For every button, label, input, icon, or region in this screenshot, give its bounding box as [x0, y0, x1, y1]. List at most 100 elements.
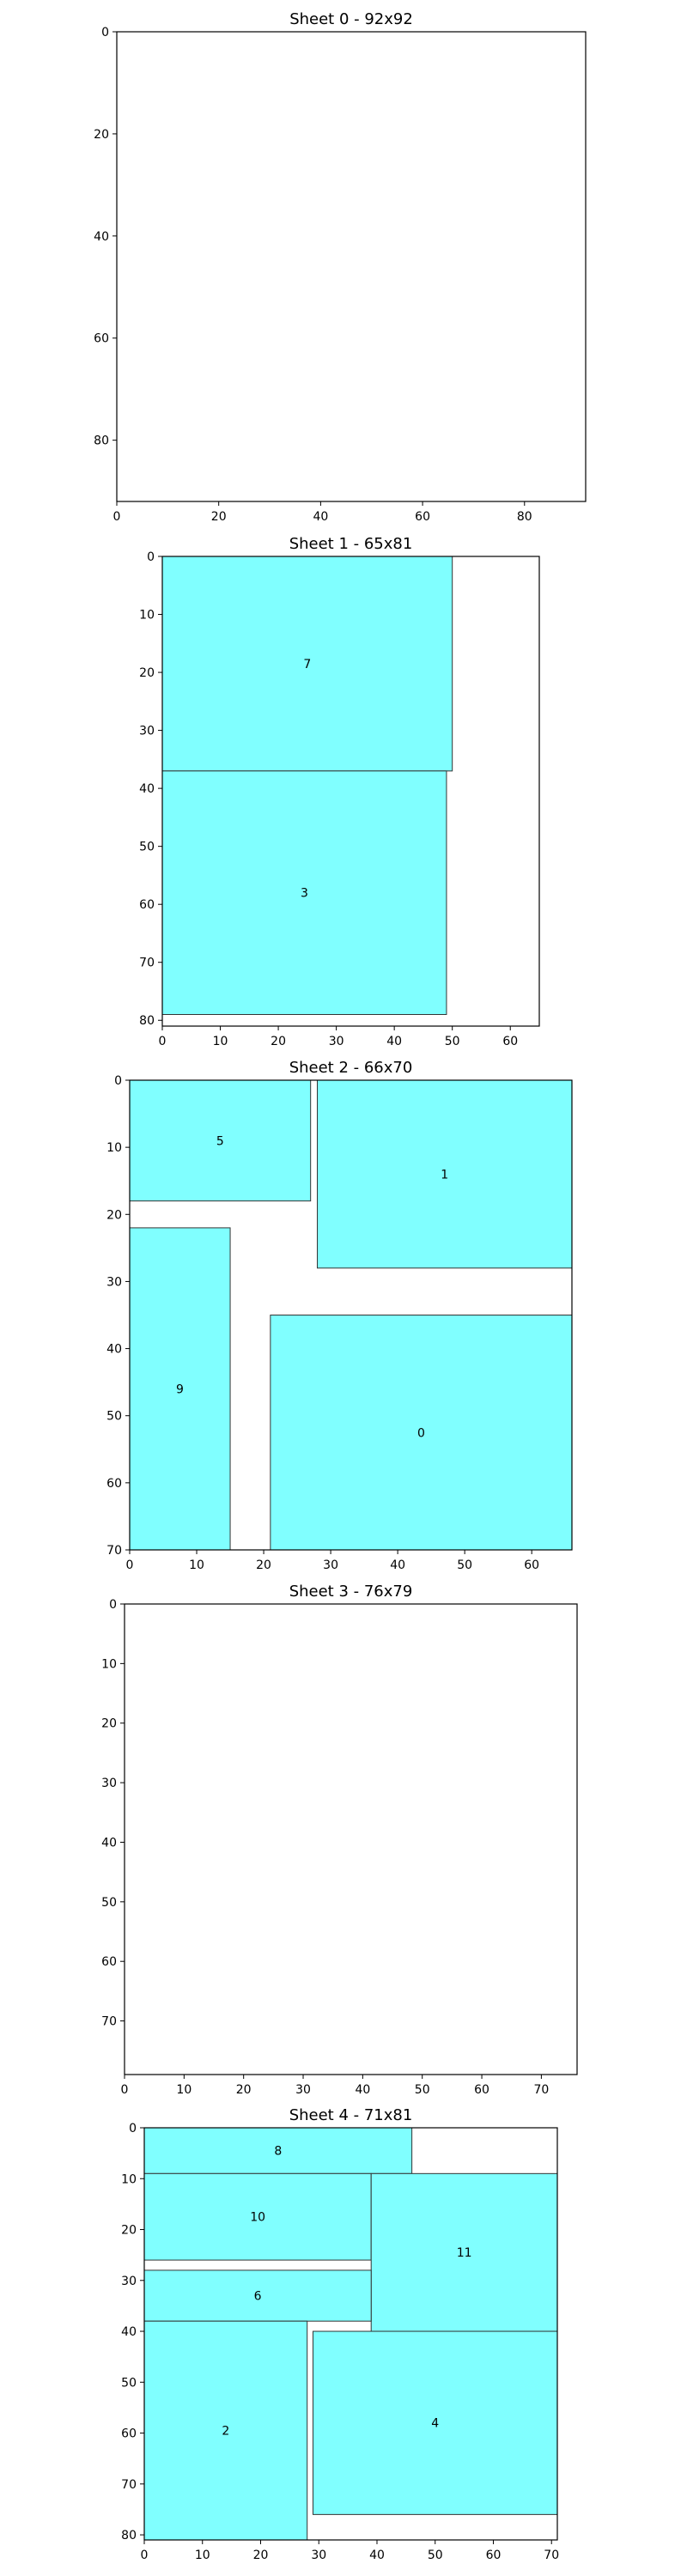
- x-tick-label: 60: [415, 510, 430, 524]
- piece-10-label: 10: [250, 2211, 265, 2225]
- y-tick-label: 60: [106, 1477, 122, 1491]
- piece-7-label: 7: [303, 658, 311, 671]
- piece-5-label: 5: [216, 1134, 224, 1148]
- x-tick-label: 20: [271, 1035, 286, 1048]
- y-tick-label: 50: [106, 1410, 122, 1424]
- y-tick-label: 20: [139, 666, 155, 680]
- sheet-4-frame: [143, 2127, 558, 2541]
- x-tick-label: 70: [544, 2549, 559, 2562]
- piece-1-rect: [316, 1079, 573, 1269]
- x-tick-label: 40: [386, 1035, 402, 1048]
- y-tick-label: 20: [101, 1717, 117, 1731]
- piece-2-label: 2: [222, 2425, 229, 2439]
- y-tick-label: 70: [139, 957, 155, 970]
- x-tick-label: 50: [415, 2083, 430, 2097]
- y-tick-label: 50: [139, 841, 155, 854]
- sheet-3-plot: Sheet 3 - 76x79 0 10 20 30 40 50 60 70 0 10 20 30 40 5…: [101, 1583, 578, 2097]
- y-tick-label: 0: [101, 26, 109, 39]
- y-tick-label: 70: [121, 2478, 137, 2492]
- piece-4-rect: [312, 2330, 558, 2515]
- x-tick-label: 40: [355, 2083, 370, 2097]
- y-tick-label: 0: [114, 1074, 122, 1088]
- x-tick-label: 60: [524, 1558, 539, 1572]
- y-tick-label: 60: [94, 332, 109, 346]
- y-tick-label: 40: [101, 1836, 117, 1850]
- y-tick-label: 40: [94, 230, 109, 244]
- y-tick-label: 0: [109, 1598, 117, 1612]
- x-tick-label: 0: [113, 510, 121, 524]
- x-tick-label: 70: [533, 2083, 549, 2097]
- x-tick-label: 10: [176, 2083, 192, 2097]
- piece-2-rect: [143, 2320, 308, 2541]
- sheet-2-frame: [129, 1079, 573, 1551]
- x-tick-label: 20: [253, 2549, 269, 2562]
- piece-4-label: 4: [431, 2417, 439, 2431]
- y-tick-label: 50: [101, 1896, 117, 1910]
- piece-8-rect: [143, 2127, 413, 2174]
- y-tick-label: 80: [94, 434, 109, 448]
- x-tick-label: 20: [236, 2083, 252, 2097]
- y-tick-label: 50: [121, 2376, 137, 2390]
- y-tick-label: 20: [106, 1208, 122, 1222]
- piece-11-label: 11: [457, 2246, 472, 2260]
- x-tick-label: 60: [474, 2083, 489, 2097]
- piece-9-rect: [129, 1227, 231, 1551]
- x-tick-label: 30: [329, 1035, 344, 1048]
- y-tick-label: 10: [106, 1141, 122, 1155]
- sheet-4-title: Sheet 4 - 71x81: [289, 2106, 413, 2124]
- sheet-2-title: Sheet 2 - 66x70: [289, 1059, 413, 1077]
- sheet-1-frame: [161, 556, 540, 1027]
- sheet-2-plot: Sheet 2 - 66x70 5 1 9 0 0 10 20 30 40 50 60 0 10 20 30 4…: [106, 1059, 573, 1572]
- sheet-1-title: Sheet 1 - 65x81: [289, 535, 413, 553]
- x-tick-label: 0: [121, 2083, 129, 2097]
- x-tick-label: 30: [295, 2083, 311, 2097]
- sheet-0-title: Sheet 0 - 92x92: [289, 10, 413, 28]
- x-tick-label: 40: [369, 2549, 385, 2562]
- y-tick-label: 70: [106, 1544, 122, 1558]
- y-tick-label: 20: [94, 128, 109, 142]
- y-tick-label: 20: [121, 2224, 137, 2238]
- x-tick-label: 0: [141, 2549, 149, 2562]
- piece-8-label: 8: [274, 2145, 282, 2159]
- x-tick-label: 30: [311, 2549, 326, 2562]
- x-tick-label: 10: [213, 1035, 228, 1048]
- piece-5-rect: [129, 1079, 312, 1202]
- y-tick-label: 70: [101, 2015, 117, 2029]
- y-tick-label: 60: [139, 898, 155, 912]
- x-tick-label: 20: [211, 510, 227, 524]
- x-tick-label: 40: [313, 510, 328, 524]
- y-tick-label: 40: [106, 1343, 122, 1357]
- piece-9-label: 9: [176, 1382, 184, 1396]
- y-tick-label: 10: [139, 609, 155, 623]
- piece-3-label: 3: [301, 887, 308, 901]
- x-tick-label: 80: [517, 510, 532, 524]
- y-tick-label: 60: [121, 2427, 137, 2441]
- x-tick-label: 50: [445, 1035, 460, 1048]
- sheet-3-frame: [124, 1603, 578, 2075]
- piece-0-rect: [270, 1315, 573, 1551]
- sheet-3-title: Sheet 3 - 76x79: [289, 1583, 413, 1601]
- piece-10-rect: [143, 2172, 372, 2261]
- y-tick-label: 10: [121, 2172, 137, 2186]
- piece-6-label: 6: [254, 2290, 262, 2304]
- x-tick-label: 60: [502, 1035, 518, 1048]
- sheet-0-plot: Sheet 0 - 92x92 0 20 40 60 80 0 20 40 60 80: [94, 10, 587, 524]
- y-tick-label: 80: [121, 2529, 137, 2543]
- y-tick-label: 80: [139, 1014, 155, 1028]
- x-tick-label: 0: [159, 1035, 167, 1048]
- y-tick-label: 30: [139, 725, 155, 738]
- x-tick-label: 10: [195, 2549, 210, 2562]
- y-tick-label: 0: [129, 2122, 137, 2136]
- piece-1-label: 1: [441, 1168, 448, 1182]
- piece-11-rect: [370, 2172, 558, 2332]
- piece-0-label: 0: [417, 1426, 425, 1440]
- x-tick-label: 0: [126, 1558, 134, 1572]
- x-tick-label: 30: [323, 1558, 338, 1572]
- x-tick-label: 20: [256, 1558, 271, 1572]
- sheet-0-frame: [116, 31, 587, 502]
- y-tick-label: 30: [101, 1777, 117, 1790]
- x-tick-label: 10: [189, 1558, 204, 1572]
